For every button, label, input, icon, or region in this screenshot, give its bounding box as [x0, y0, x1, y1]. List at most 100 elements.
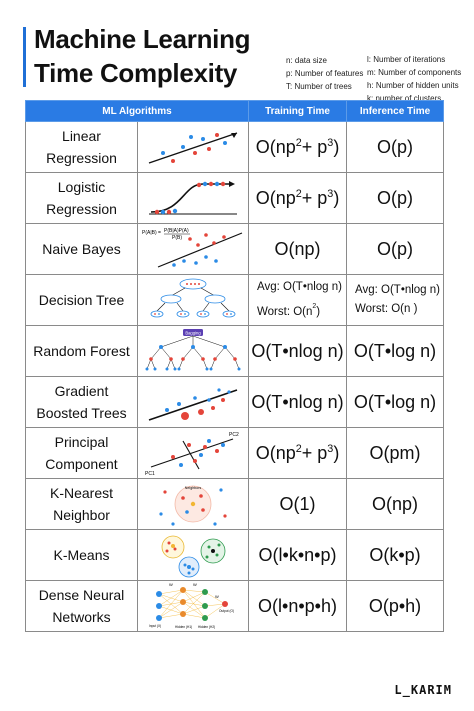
algo-name-line: Gradient	[54, 383, 109, 399]
complexity-table: ML Algorithms Training Time Inference Ti…	[24, 100, 445, 632]
training-time: O(l•k•n•p)	[248, 529, 348, 581]
inference-time: O(p)	[346, 172, 445, 224]
training-time: O(np2+ p3)	[248, 172, 348, 224]
algo-name: K-Nearest Neighbor	[25, 478, 138, 530]
pc2-label: PC2	[229, 432, 239, 438]
algo-name-line: Component	[45, 456, 118, 472]
table-header-row: ML Algorithms Training Time Inference Ti…	[24, 100, 445, 122]
training-time: O(l•n•p•h)	[248, 580, 348, 632]
training-time: O(np)	[248, 223, 348, 275]
bayes-formula-den: P(B)	[172, 235, 182, 241]
inference-time: O(p)	[346, 121, 445, 173]
algo-name: Linear Regression	[25, 121, 138, 173]
training-time: Avg: O(T•nlog n) Worst: O(n2)	[248, 274, 348, 326]
weight-label: W	[215, 594, 219, 599]
algo-name: Principal Component	[25, 427, 138, 479]
algo-name: Gradient Boosted Trees	[25, 376, 138, 428]
hidden2-layer-label: Hidden (H2)	[198, 625, 215, 629]
inference-time: O(T•log n)	[346, 376, 445, 428]
table-row: Gradient Boosted Trees O(T•nlog n) O(T•l…	[25, 376, 445, 428]
gradient-boosted-trees-illustration	[136, 376, 250, 428]
algo-name: Naive Bayes	[25, 223, 138, 275]
algo-name-line: Dense Neural	[38, 587, 125, 603]
training-time-avg: Avg: O(T•nlog n)	[257, 281, 343, 293]
knn-illustration: Neighbors	[136, 478, 250, 530]
algo-name-line: Decision Tree	[38, 292, 125, 308]
algo-name: K-Means	[25, 529, 138, 581]
algo-name-line: Random Forest	[33, 343, 130, 359]
header-algorithms: ML Algorithms	[24, 100, 250, 122]
algo-name-line: Naive Bayes	[42, 241, 121, 257]
training-time-worst: Worst: O(n2)	[257, 303, 321, 318]
legend-item: p: Number of features	[286, 69, 364, 78]
inference-time-avg: Avg: O(T•nlog n)	[355, 284, 441, 296]
algo-name-line: Logistic	[57, 179, 106, 195]
algo-name-line: Boosted Trees	[36, 405, 127, 421]
training-time: O(np2+ p3)	[248, 427, 348, 479]
algo-name-line: K-Nearest	[49, 485, 114, 501]
table-row: Principal Component PC1 PC2 O(np2+ p3) O…	[25, 427, 445, 479]
inference-time: O(pm)	[346, 427, 445, 479]
pc1-label: PC1	[145, 471, 155, 477]
algo-name-line: Regression	[46, 150, 117, 166]
algo-name-line: Regression	[46, 201, 117, 217]
training-time: O(T•nlog n)	[248, 325, 348, 377]
pca-illustration: PC1 PC2	[136, 427, 250, 479]
inference-time: Avg: O(T•nlog n) Worst: O(n )	[346, 274, 445, 326]
header-inference: Inference Time	[346, 100, 445, 122]
table-row: K-Nearest Neighbor Neighbors O(1) O(np)	[25, 478, 445, 530]
title-line-1: Machine Learning	[34, 24, 251, 54]
algo-name-line: Principal	[54, 434, 109, 450]
algo-name: Logistic Regression	[25, 172, 138, 224]
bayes-formula-lhs: P(A|B) =	[142, 230, 161, 236]
algo-name: Random Forest	[25, 325, 138, 377]
legend-item: n: data size	[286, 56, 327, 65]
table-row: Logistic Regression O(np2+ p3) O(p)	[25, 172, 445, 224]
table-row: Naive Bayes P(A|B) = P(B|A)P(A) P(B) O(n…	[25, 223, 445, 275]
header-training: Training Time	[248, 100, 348, 122]
algo-name-line: Networks	[52, 609, 111, 625]
title-line-2: Time Complexity	[34, 58, 238, 88]
inference-time: O(p•h)	[346, 580, 445, 632]
legend-item: k: number of clusters	[367, 94, 442, 103]
logistic-regression-illustration	[136, 172, 250, 224]
bagging-label: Bagging	[185, 330, 201, 335]
weight-label: W	[169, 582, 173, 587]
table-row: Decision Tree	[25, 274, 445, 326]
training-time: O(T•nlog n)	[248, 376, 348, 428]
page-title: Machine Learning Time Complexity	[34, 22, 251, 90]
output-layer-label: Output (O)	[219, 609, 234, 613]
legend-item: m: Number of components	[367, 68, 462, 77]
inference-time: O(T•log n)	[346, 325, 445, 377]
author-brand: L_KARIM	[394, 683, 452, 697]
algo-name-line: K-Means	[53, 547, 110, 563]
training-time: O(1)	[248, 478, 348, 530]
inference-time: O(k•p)	[346, 529, 445, 581]
table-row: Linear Regression O(np2+ p3) O(p)	[25, 121, 445, 173]
hidden1-layer-label: Hidden (H1)	[175, 625, 192, 629]
decision-tree-illustration	[136, 274, 250, 326]
table-row: K-Means O(l•k•n•p) O(k•p)	[25, 529, 445, 581]
algo-name: Decision Tree	[25, 274, 138, 326]
bayes-formula-num: P(B|A)P(A)	[164, 228, 189, 234]
legend-left: n: data size p: Number of features T: Nu…	[286, 54, 363, 93]
input-layer-label: Input (X)	[149, 624, 161, 628]
naive-bayes-illustration: P(A|B) = P(B|A)P(A) P(B)	[136, 223, 250, 275]
random-forest-illustration: Bagging	[136, 325, 250, 377]
algo-name: Dense Neural Networks	[25, 580, 138, 632]
weight-label: W	[193, 582, 197, 587]
legend-right: l: Number of iterations m: Number of com…	[367, 53, 461, 105]
linear-regression-illustration	[136, 121, 250, 173]
title-accent-bar	[23, 27, 26, 87]
k-means-illustration	[136, 529, 250, 581]
neural-network-illustration: W W W Input (X) Hidden (H1) Hidden (H2) …	[136, 580, 250, 632]
inference-time: O(p)	[346, 223, 445, 275]
algo-name-line: Linear	[62, 128, 101, 144]
inference-time: O(np)	[346, 478, 445, 530]
legend-item: h: Number of hidden units	[367, 81, 459, 90]
algo-name-line: Neighbor	[53, 507, 110, 523]
legend-item: l: Number of iterations	[367, 55, 446, 64]
inference-time-worst: Worst: O(n )	[355, 303, 418, 315]
training-time: O(np2+ p3)	[248, 121, 348, 173]
table-row: Dense Neural Networks	[25, 580, 445, 632]
